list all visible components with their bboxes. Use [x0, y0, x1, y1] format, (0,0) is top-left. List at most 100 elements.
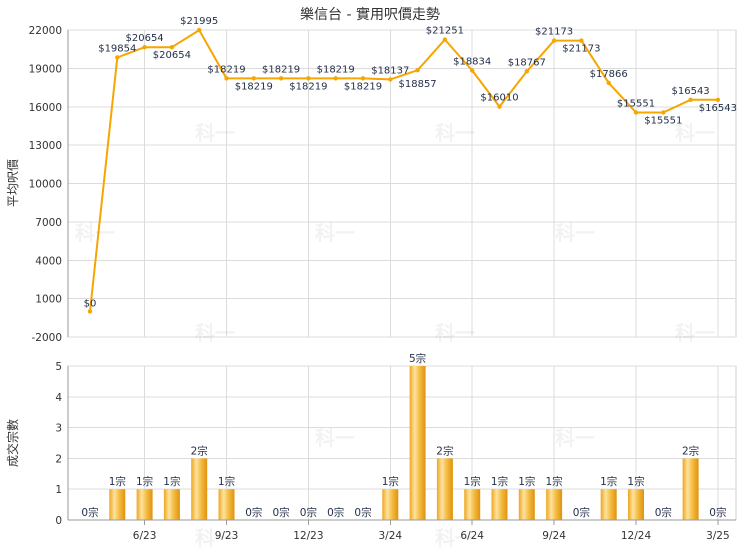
transaction-y-tick-label: 3	[55, 423, 62, 435]
watermark-text: 科一	[435, 121, 475, 145]
transaction-data-label-23: 2宗	[682, 444, 699, 457]
transaction-data-label-18: 1宗	[546, 475, 563, 488]
price-point-6	[224, 76, 229, 81]
price-y-tick-label: 4000	[35, 255, 62, 267]
price-data-label-15: $18834	[453, 56, 491, 67]
price-data-label-17: $18767	[508, 57, 546, 68]
watermark-text: 科一	[315, 426, 355, 450]
price-data-label-8: $18219	[262, 64, 300, 75]
transaction-y-tick-label: 0	[55, 515, 62, 527]
x-tick-label: 3/25	[706, 530, 730, 542]
price-point-3	[142, 45, 147, 50]
price-point-19	[579, 38, 584, 43]
price-data-label-16: $16010	[480, 93, 518, 104]
price-point-23	[688, 97, 693, 103]
price-point-markers	[87, 27, 721, 314]
transaction-data-label-2: 1宗	[109, 475, 126, 488]
transaction-bar-13	[409, 366, 426, 520]
watermark-text: 科一	[75, 221, 115, 245]
price-data-label-11: $18219	[344, 81, 382, 92]
watermark-text: 科一	[555, 426, 595, 450]
transaction-y-tick-label: 1	[55, 484, 62, 496]
price-data-label-19: $21173	[562, 44, 600, 55]
x-tick-label: 9/24	[542, 530, 566, 542]
price-y-tick-label: 7000	[35, 217, 62, 229]
price-point-1	[87, 309, 93, 314]
transaction-data-label-10: 0宗	[327, 506, 344, 519]
price-data-label-4: $20654	[153, 50, 191, 61]
chart-title: 樂信台 - 實用呎價走勢	[300, 6, 440, 23]
transaction-data-label-5: 2宗	[191, 444, 208, 457]
watermark-text: 科一	[435, 526, 475, 550]
price-point-24	[715, 97, 721, 103]
watermark-text: 科一	[675, 321, 715, 345]
price-y-tick-label: -2000	[31, 332, 62, 344]
transaction-bar-4	[163, 489, 180, 520]
price-data-label-9: $18219	[289, 81, 327, 92]
price-point-2	[115, 55, 120, 60]
price-data-label-21: $15551	[617, 98, 655, 109]
price-point-22	[661, 110, 666, 115]
x-tick-label: 6/23	[133, 530, 157, 542]
price-data-label-1: $0	[84, 298, 97, 309]
transaction-data-label-1: 0宗	[81, 506, 98, 519]
price-data-labels: $0$19854$20654$20654$21995$18219$18219$1…	[84, 16, 737, 309]
transaction-bars	[109, 366, 699, 520]
watermark-text: 科一	[675, 121, 715, 145]
price-data-label-20: $17866	[590, 69, 628, 80]
price-data-label-12: $18137	[371, 65, 409, 76]
transaction-bar-18	[546, 489, 563, 520]
transaction-data-label-3: 1宗	[136, 475, 153, 488]
price-data-label-10: $18219	[317, 64, 355, 75]
transaction-data-label-4: 1宗	[163, 475, 180, 488]
price-series-line	[89, 29, 718, 312]
transaction-bar-5	[191, 458, 208, 520]
transaction-y-tick-label: 4	[55, 392, 62, 404]
price-point-8	[278, 76, 284, 81]
x-tick-label: 6/24	[460, 530, 484, 542]
transaction-data-label-15: 1宗	[464, 475, 481, 488]
price-data-label-18: $21173	[535, 27, 573, 38]
transaction-data-label-12: 1宗	[382, 475, 399, 488]
transaction-y-axis-label: 成交宗數	[5, 419, 20, 467]
price-point-10	[333, 76, 338, 81]
watermark-text: 科一	[315, 221, 355, 245]
watermark-text: 科一	[195, 526, 235, 550]
transaction-y-tick-label: 2	[55, 453, 62, 465]
price-y-tick-label: 16000	[29, 102, 62, 114]
transaction-bar-21	[628, 489, 644, 520]
price-point-11	[360, 76, 366, 81]
transaction-data-label-9: 0宗	[300, 506, 317, 519]
watermark-text: 科一	[195, 321, 235, 345]
price-line-chart: 22000 19000 16000 13000 10000 7000 4000 1000 -20…	[6, 16, 737, 344]
watermark-text: 科一	[555, 221, 595, 245]
transaction-y-tick-label: 5	[55, 361, 62, 373]
price-data-label-5: $21995	[180, 16, 218, 27]
transaction-data-label-11: 0宗	[354, 506, 371, 519]
transaction-data-label-6: 1宗	[218, 475, 235, 488]
price-data-label-7: $18219	[235, 81, 273, 92]
transaction-data-labels: 0宗 1宗 1宗 1宗 2宗 1宗 0宗 0宗 0宗 0宗 0宗 1宗 5宗 2宗 1宗 1宗 1宗 1宗 0宗 1宗…	[81, 352, 726, 519]
price-data-label-14: $21251	[426, 26, 464, 37]
price-point-13	[415, 68, 420, 73]
transaction-bar-14	[436, 458, 453, 520]
price-data-label-3: $20654	[126, 33, 164, 44]
transaction-data-label-14: 2宗	[436, 444, 453, 457]
transaction-bar-2	[109, 489, 126, 520]
price-point-14	[442, 37, 448, 42]
price-y-axis-ticks: 22000 19000 16000 13000 10000 7000 4000 1000 -20…	[29, 25, 62, 344]
x-tick-label: 9/23	[215, 530, 239, 542]
transaction-data-label-7: 0宗	[245, 506, 262, 519]
transaction-bar-12	[382, 489, 399, 520]
transaction-data-label-21: 1宗	[627, 475, 644, 488]
price-point-16	[497, 104, 502, 109]
x-tick-label: 12/23	[293, 530, 323, 542]
transaction-bar-6	[218, 489, 235, 520]
price-point-21	[633, 110, 639, 115]
transaction-data-label-13: 5宗	[409, 352, 426, 365]
price-data-label-13: $18857	[399, 79, 437, 90]
price-y-tick-label: 10000	[29, 179, 62, 191]
price-point-12	[388, 77, 393, 82]
transaction-data-label-19: 0宗	[573, 506, 590, 519]
